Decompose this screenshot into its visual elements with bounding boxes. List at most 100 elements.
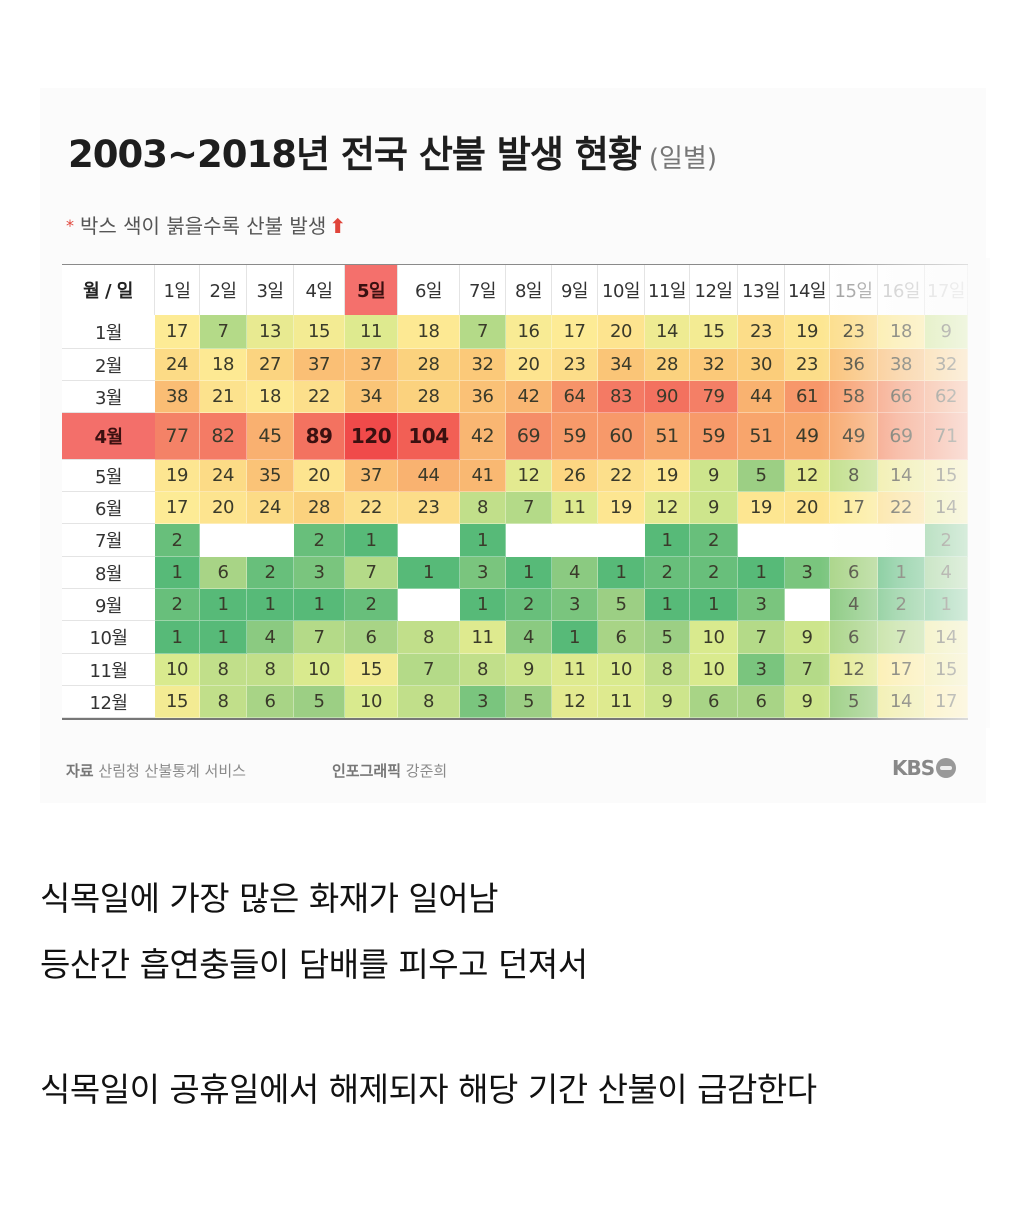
caption-line-2: 등산간 흡연충들이 담배를 피우고 던져서: [40, 945, 588, 984]
kbs-logo: KBS: [892, 756, 957, 780]
row-header-5: 5월: [62, 460, 155, 492]
column-header-7: 7일: [460, 265, 506, 315]
heatmap-cell: 37: [345, 349, 398, 381]
heatmap-cell: 6: [738, 686, 785, 718]
heatmap-cell: 1: [598, 557, 645, 589]
chart-title-sub: (일별): [648, 144, 717, 174]
heatmap-cell: 15: [345, 654, 398, 686]
column-header-11: 11일: [645, 265, 690, 315]
heatmap-cell: 1: [645, 589, 690, 621]
heatmap-cell: 8: [200, 686, 247, 718]
heatmap-cell: 9: [645, 686, 690, 718]
heatmap-cell: 24: [200, 460, 247, 492]
heatmap-cell: 4: [247, 621, 294, 654]
heatmap-cell: 32: [925, 349, 968, 381]
heatmap-cell: 22: [598, 460, 645, 492]
heatmap-cell: 77: [155, 413, 200, 460]
heatmap-cell: 10: [690, 621, 738, 654]
credit-label: 인포그래픽: [332, 762, 402, 780]
arrow-up-icon: ⬆: [329, 214, 346, 238]
heatmap-cell: 20: [785, 492, 830, 524]
heatmap-cell: 6: [830, 557, 878, 589]
heatmap-cell: 1: [294, 589, 345, 621]
heatmap-cell: [830, 524, 878, 557]
heatmap-cell: 6: [598, 621, 645, 654]
heatmap-cell: 28: [294, 492, 345, 524]
heatmap-cell: [506, 524, 552, 557]
row-header-8: 8월: [62, 557, 155, 589]
heatmap-cell: 23: [398, 492, 460, 524]
legend-note-text: 박스 색이 붉을수록 산불 발생: [80, 214, 327, 238]
heatmap-cell: 89: [294, 413, 345, 460]
heatmap-cell: 15: [155, 686, 200, 718]
table-bottom-rule: [62, 718, 968, 720]
heatmap-cell: 51: [738, 413, 785, 460]
heatmap-cell: 7: [398, 654, 460, 686]
heatmap-cell: 15: [925, 460, 968, 492]
heatmap-cell: 11: [552, 654, 598, 686]
heatmap-cell: [785, 524, 830, 557]
asterisk-icon: *: [66, 216, 74, 235]
corner-header: 월 / 일: [62, 265, 155, 315]
heatmap-cell: 71: [925, 413, 968, 460]
heatmap-cell: 9: [785, 621, 830, 654]
heatmap-cell: 8: [460, 492, 506, 524]
heatmap-cell: 10: [345, 686, 398, 718]
heatmap-cell: 20: [506, 349, 552, 381]
heatmap-cell: [552, 524, 598, 557]
heatmap-cell: 36: [460, 381, 506, 413]
heatmap-cell: 17: [155, 492, 200, 524]
heatmap-cell: 59: [690, 413, 738, 460]
heatmap-cell: 49: [785, 413, 830, 460]
column-header-8: 8일: [506, 265, 552, 315]
heatmap-cell: 5: [294, 686, 345, 718]
heatmap-cell: 5: [645, 621, 690, 654]
heatmap-cell: 1: [645, 524, 690, 557]
heatmap-cell: 20: [294, 460, 345, 492]
column-header-17: 17일: [925, 265, 968, 315]
heatmap-cell: 82: [200, 413, 247, 460]
heatmap-cell: 8: [247, 654, 294, 686]
heatmap-cell: 24: [155, 349, 200, 381]
heatmap-cell: [200, 524, 247, 557]
heatmap-cell: 42: [506, 381, 552, 413]
heatmap-cell: 49: [830, 413, 878, 460]
heatmap-cell: 7: [200, 315, 247, 349]
heatmap-cell: 10: [598, 654, 645, 686]
heatmap-cell: 17: [155, 315, 200, 349]
heatmap-cell: 3: [460, 686, 506, 718]
column-header-2: 2일: [200, 265, 247, 315]
heatmap-cell: [785, 589, 830, 621]
heatmap-cell: 51: [645, 413, 690, 460]
heatmap-cell: 2: [645, 557, 690, 589]
heatmap-cell: 12: [506, 460, 552, 492]
heatmap-cell: 1: [398, 557, 460, 589]
heatmap-cell: 8: [830, 460, 878, 492]
column-header-12: 12일: [690, 265, 738, 315]
heatmap-cell: 11: [598, 686, 645, 718]
heatmap-cell: 17: [552, 315, 598, 349]
heatmap-cell: 27: [247, 349, 294, 381]
heatmap-cell: 1: [200, 621, 247, 654]
heatmap-cell: 32: [690, 349, 738, 381]
heatmap-cell: 7: [738, 621, 785, 654]
heatmap-cell: 7: [878, 621, 925, 654]
chart-title: 2003~2018년 전국 산불 발생 현황 (일별): [68, 124, 717, 178]
heatmap-cell: 5: [830, 686, 878, 718]
row-header-1: 1월: [62, 315, 155, 349]
column-header-13: 13일: [738, 265, 785, 315]
heatmap-cell: 7: [345, 557, 398, 589]
heatmap-cell: 23: [738, 315, 785, 349]
column-header-1: 1일: [155, 265, 200, 315]
heatmap-cell: 2: [345, 589, 398, 621]
column-header-16: 16일: [878, 265, 925, 315]
row-header-9: 9월: [62, 589, 155, 621]
kbs-logo-icon: [936, 758, 957, 778]
heatmap-cell: 36: [830, 349, 878, 381]
heatmap-cell: 38: [155, 381, 200, 413]
heatmap-cell: 28: [398, 381, 460, 413]
heatmap-cell: 35: [247, 460, 294, 492]
heatmap-cell: 18: [878, 315, 925, 349]
heatmap-cell: 7: [460, 315, 506, 349]
heatmap-cell: 1: [155, 557, 200, 589]
